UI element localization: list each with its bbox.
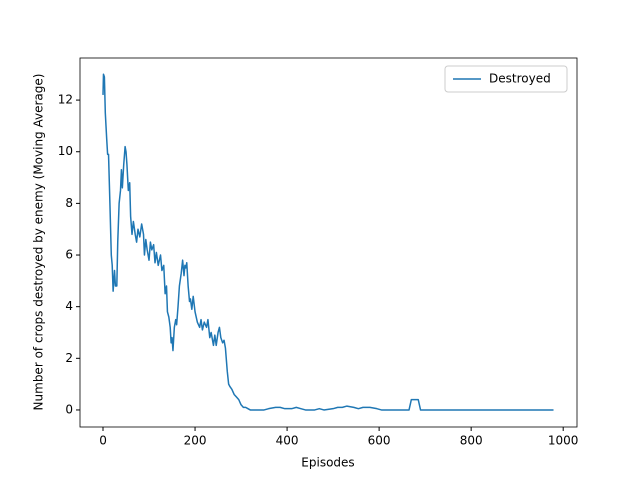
y-tick-label: 10 [58, 144, 73, 158]
series-line [102, 73, 554, 411]
x-tick-label: 800 [460, 434, 483, 448]
x-tick-label: 600 [368, 434, 391, 448]
plot-frame [79, 57, 578, 428]
y-tick-label: 2 [65, 351, 73, 365]
y-tick-label: 0 [65, 402, 73, 416]
x-axis-label: Episodes [301, 456, 354, 470]
y-axis-label: Number of crops destroyed by enemy (Movi… [32, 74, 46, 411]
y-tick-label: 12 [58, 93, 73, 107]
legend-label: Destroyed [489, 72, 551, 86]
y-tick-label: 6 [65, 248, 73, 262]
x-tick-label: 1000 [548, 434, 579, 448]
x-tick-label: 400 [276, 434, 299, 448]
x-tick-label: 0 [99, 434, 107, 448]
legend-box [444, 65, 568, 93]
x-tick-label: 200 [184, 434, 207, 448]
y-tick-label: 8 [65, 196, 73, 210]
y-tick-label: 4 [65, 299, 73, 313]
